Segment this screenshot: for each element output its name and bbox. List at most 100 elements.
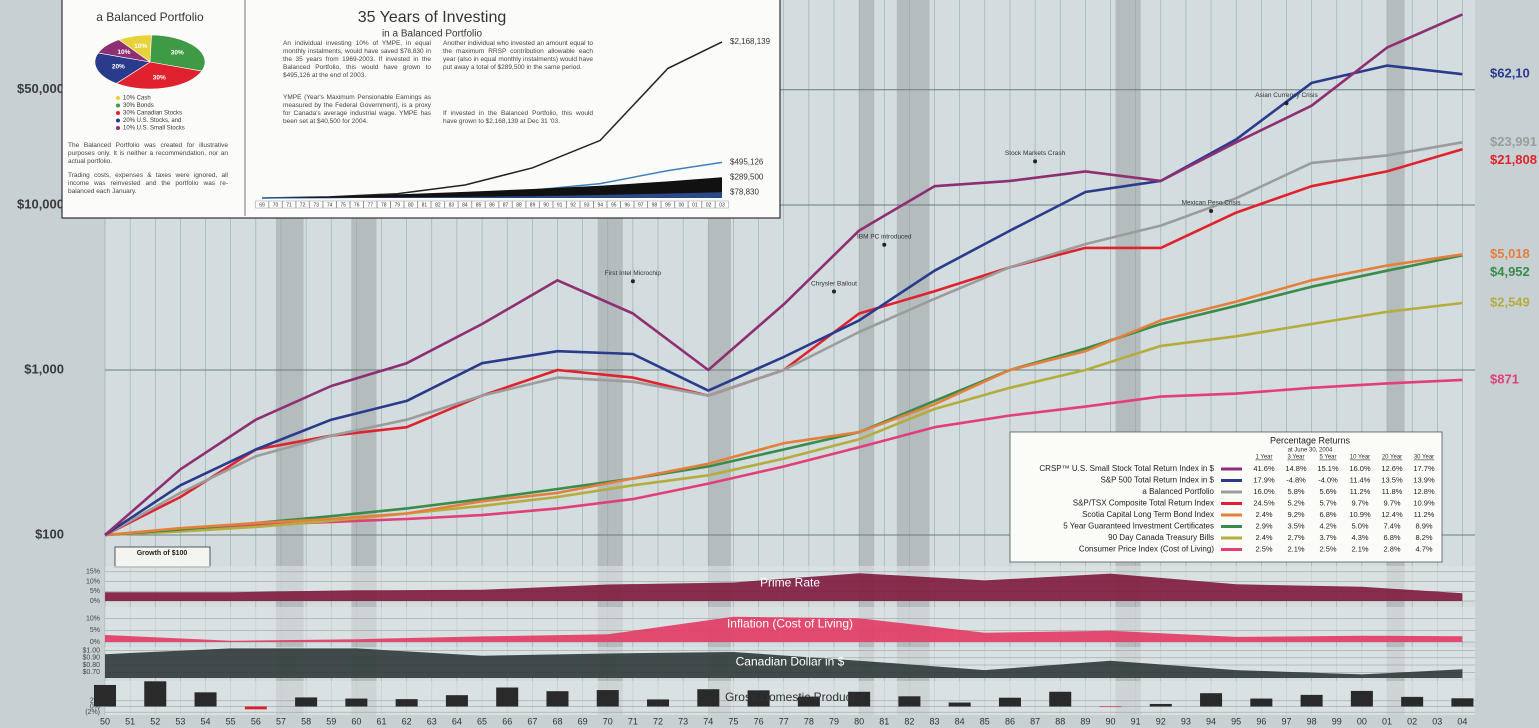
inset-tick-label: 89: [530, 202, 536, 208]
legend-return: 13.9%: [1413, 475, 1435, 484]
pie-slice: [149, 34, 206, 72]
inset-tick-box: [634, 200, 648, 209]
legend-return: 7.4%: [1383, 521, 1400, 530]
band-tick-label: 10%: [86, 616, 100, 623]
legend-return: 15.1%: [1317, 464, 1339, 473]
inset-tick-label: 78: [381, 202, 387, 208]
legend-return: 11.2%: [1414, 510, 1435, 519]
inset-tick-box: [350, 200, 364, 209]
x-tick-label: 60: [351, 716, 361, 726]
inset-subtitle: in a Balanced Portfolio: [382, 29, 483, 40]
inset-tick-box: [471, 200, 486, 209]
pie-label: 10%: [117, 49, 130, 56]
x-tick-label: 01: [1382, 716, 1392, 726]
inset-tick-box: [336, 200, 350, 209]
y-tick-label: $10,000: [17, 196, 64, 211]
band-tick-label: 15%: [86, 569, 100, 576]
end-value-label: $4,952: [1490, 264, 1530, 279]
legend-return: 6.8%: [1383, 533, 1400, 542]
x-tick-label: 58: [301, 716, 311, 726]
band-bar: [1451, 698, 1474, 707]
legend-return: 10.9%: [1413, 498, 1435, 507]
legend-return: 2.7%: [1287, 533, 1304, 542]
x-tick-label: 89: [1080, 716, 1090, 726]
band-bar: [848, 691, 871, 707]
band-bar: [345, 698, 368, 707]
inset-tick-label: 94: [597, 202, 603, 208]
series-line: [104, 64, 1463, 537]
inset-area: [262, 192, 722, 198]
x-tick-label: 51: [125, 716, 135, 726]
band-bar: [295, 697, 318, 707]
legend-title: Percentage Returns: [1270, 435, 1351, 445]
inset-tick-box: [525, 200, 540, 209]
inset-tick-label: 80: [408, 202, 414, 208]
legend-return: 4.2%: [1319, 521, 1336, 530]
x-tick-label: 62: [402, 716, 412, 726]
x-tick-label: 92: [1156, 716, 1166, 726]
legend-label: 90 Day Canada Treasury Bills: [1108, 533, 1214, 542]
legend-return: 12.4%: [1381, 510, 1403, 519]
inset-tick-box: [539, 200, 553, 209]
legend-return: 17.7%: [1413, 464, 1435, 473]
inset-tick-box: [715, 200, 729, 209]
band-title: Inflation (Cost of Living): [727, 617, 853, 631]
end-value-label: $62,10: [1490, 66, 1530, 81]
x-tick-label: 82: [904, 716, 914, 726]
band-bar: [596, 690, 619, 707]
legend-return: 3.7%: [1319, 533, 1336, 542]
inset-tick-label: 76: [354, 202, 360, 208]
inset-paragraph: If invested in the Balanced Portfolio, t…: [443, 110, 593, 125]
inset-tick-label: 90: [543, 202, 549, 208]
legend-return: 9.2%: [1287, 510, 1304, 519]
legend-return: 3.5%: [1287, 521, 1304, 530]
legend-subtitle: at June 30, 2004: [1288, 448, 1333, 454]
inset-tick-label: 02: [706, 202, 712, 208]
x-tick-label: 93: [1181, 716, 1191, 726]
band-title: Prime Rate: [760, 576, 820, 590]
inset-paragraph: YMPE (Year's Maximum Pensionable Earning…: [283, 94, 431, 125]
inset-tick-label: 01: [692, 202, 698, 208]
inset-tick-box: [661, 200, 675, 209]
band-area: [105, 573, 1463, 601]
pie-legend-label: 10% U.S. Small Stocks: [123, 126, 185, 132]
band-title: Canadian Dollar in $: [736, 655, 845, 669]
band-bar: [1099, 706, 1122, 708]
inset-tick-box: [295, 200, 310, 209]
legend-column-header: 1 Year: [1255, 455, 1272, 461]
band-bar: [1149, 703, 1172, 707]
band-bar: [948, 702, 971, 707]
x-tick-label: 72: [653, 716, 663, 726]
inset-tick-box: [458, 200, 472, 209]
x-tick-label: 90: [1105, 716, 1115, 726]
x-tick-label: 50: [100, 716, 110, 726]
inset-tick-label: 85: [476, 202, 482, 208]
x-tick-label: 91: [1131, 716, 1141, 726]
pie-label: 30%: [153, 74, 166, 81]
x-tick-label: 75: [728, 716, 738, 726]
end-value-label: $23,991: [1490, 134, 1537, 149]
x-tick-label: 87: [1030, 716, 1040, 726]
x-tick-label: 61: [377, 716, 387, 726]
inset-value-label: $78,830: [730, 187, 759, 196]
pie-legend-dot: [116, 126, 120, 130]
legend-column-header: 3 Year: [1287, 455, 1304, 461]
inset-tick-box: [580, 200, 594, 209]
band-title: Gross Domestic Product: [725, 690, 856, 704]
series-line: [104, 253, 1463, 537]
inset-tick-label: 03: [719, 202, 725, 208]
x-tick-label: 57: [276, 716, 286, 726]
inset-tick-label: 70: [273, 202, 279, 208]
x-tick-label: 83: [930, 716, 940, 726]
legend-return: 2.1%: [1351, 544, 1368, 553]
legend-return: 2.1%: [1287, 544, 1304, 553]
legend-return: 2.5%: [1319, 544, 1336, 553]
x-tick-label: 59: [326, 716, 336, 726]
annotation-dot: [1284, 101, 1289, 106]
inset-tick-label: 95: [611, 202, 617, 208]
inset-paragraph: Another individual who invested an amoun…: [443, 40, 593, 71]
x-tick-label: 81: [879, 716, 889, 726]
inset-tick-box: [309, 200, 323, 209]
series-line: [104, 301, 1463, 537]
